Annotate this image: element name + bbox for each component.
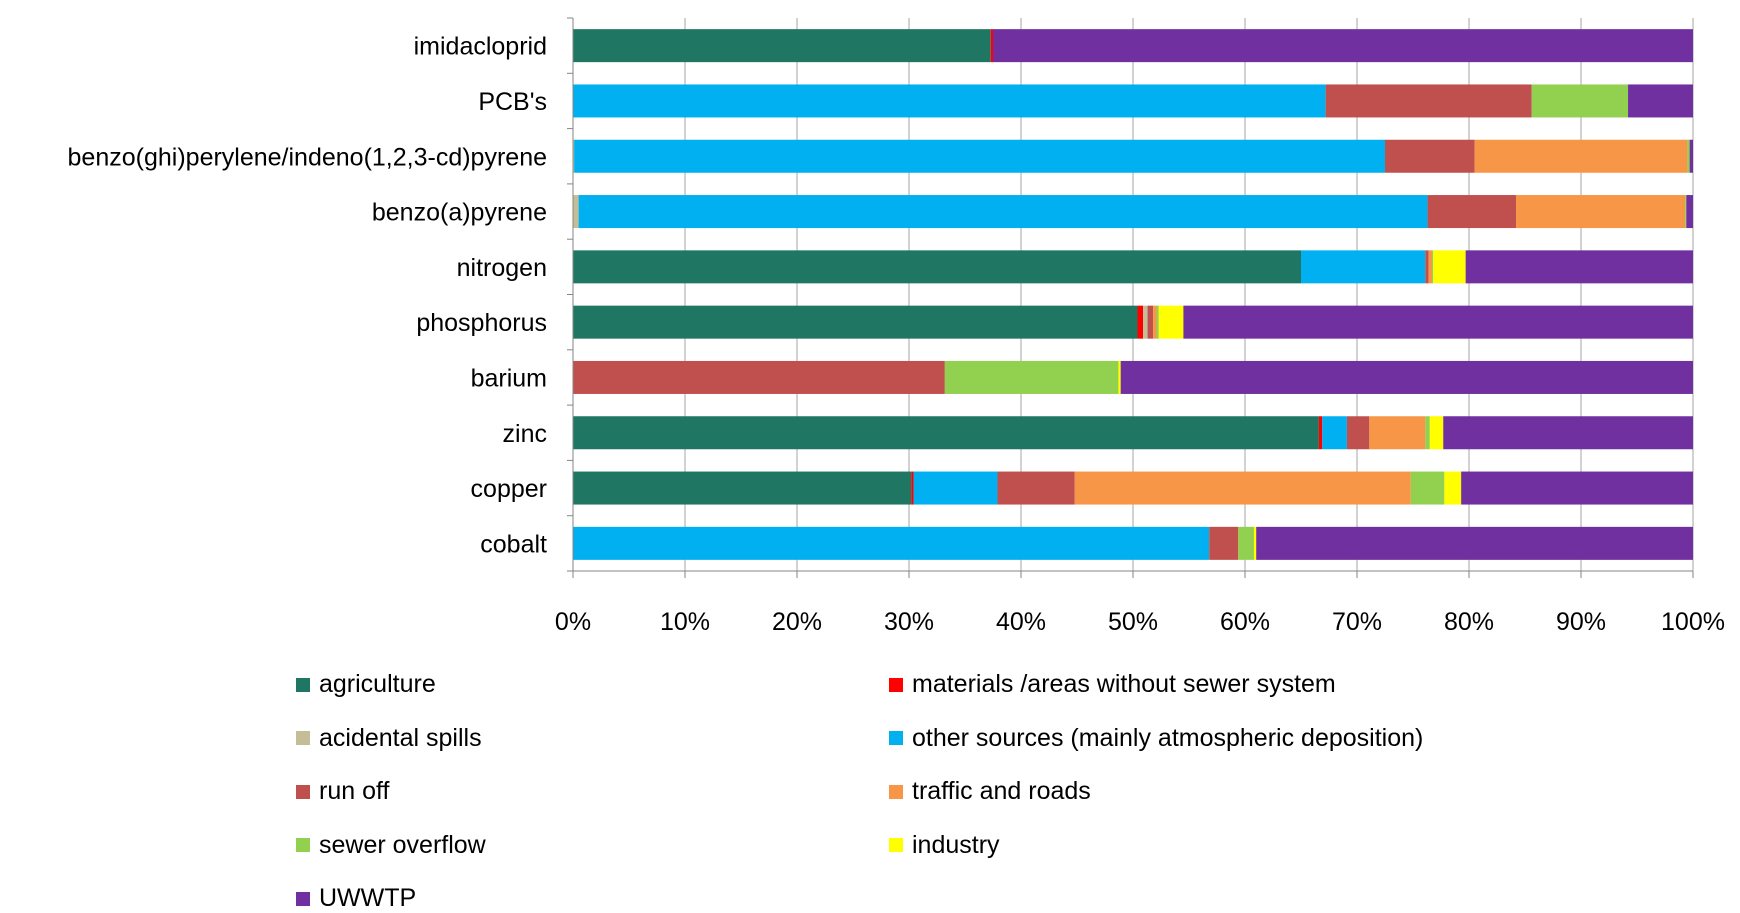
- x-tick-label: 10%: [660, 608, 710, 636]
- x-tick-label: 100%: [1661, 608, 1725, 636]
- bar-segment: [573, 29, 991, 63]
- bar-segment: [1687, 139, 1690, 173]
- bar-segment: [1444, 471, 1462, 505]
- bar-segment: [1120, 360, 1693, 394]
- bar-segment: [1143, 305, 1148, 339]
- x-tick-label: 0%: [555, 608, 591, 636]
- bar-segment: [1183, 305, 1693, 339]
- category-label: phosphorus: [416, 309, 547, 337]
- bars: [573, 29, 1693, 560]
- bar-segment: [573, 305, 1138, 339]
- x-tick-label: 20%: [772, 608, 822, 636]
- bar-segment: [1429, 416, 1444, 450]
- bar-segment: [990, 29, 993, 63]
- bar-segment: [1685, 195, 1687, 229]
- bar-segment: [1686, 195, 1693, 229]
- bar-segment: [1253, 526, 1257, 560]
- bar-segment: [573, 84, 1326, 118]
- category-label: copper: [471, 475, 547, 503]
- bar-segment: [1465, 250, 1693, 284]
- bar-segment: [1427, 195, 1517, 229]
- bar-segment: [578, 195, 1428, 229]
- bar-segment: [573, 526, 1210, 560]
- x-tick-label: 60%: [1220, 608, 1270, 636]
- bar-segment: [1147, 305, 1154, 339]
- bar-segment: [1118, 360, 1121, 394]
- bar-segment: [573, 139, 575, 173]
- bar-segment: [573, 250, 1301, 284]
- x-tick-label: 70%: [1332, 608, 1382, 636]
- category-label: nitrogen: [457, 254, 547, 282]
- category-label: cobalt: [480, 530, 547, 558]
- bar-segment: [911, 471, 914, 505]
- bar-segment: [1158, 305, 1184, 339]
- bar-segment: [1238, 526, 1254, 560]
- bar-segment: [1346, 416, 1370, 450]
- bar-segment: [574, 139, 1385, 173]
- x-tick-label: 50%: [1108, 608, 1158, 636]
- x-tick-label: 80%: [1444, 608, 1494, 636]
- bar-segment: [1432, 250, 1434, 284]
- bar-segment: [1428, 250, 1433, 284]
- category-labels: imidacloprid PCB's benzo(ghi)perylene/inde…: [68, 33, 548, 559]
- bar-segment: [1689, 139, 1693, 173]
- bar-segment: [944, 360, 1119, 394]
- bar-segment: [1369, 416, 1426, 450]
- x-tick-label: 30%: [884, 608, 934, 636]
- bar-segment: [1301, 250, 1426, 284]
- bar-segment: [1433, 250, 1466, 284]
- bar-segment: [1425, 416, 1430, 450]
- bar-segment: [1443, 416, 1693, 450]
- bar-segment: [1322, 416, 1347, 450]
- category-label: PCB's: [478, 88, 547, 116]
- axes: [567, 17, 1694, 578]
- x-tick-labels: 0% 10% 20% 30% 40% 50% 60% 70% 80% 90% 100%: [555, 608, 1725, 636]
- bar-segment: [913, 471, 998, 505]
- bar-segment: [1153, 305, 1157, 339]
- bar-segment: [1385, 139, 1475, 173]
- bar-segment: [1256, 526, 1693, 560]
- bar-segment: [573, 471, 912, 505]
- bar-segment: [1074, 471, 1411, 505]
- category-label: benzo(a)pyrene: [372, 199, 547, 227]
- bar-segment: [1325, 84, 1532, 118]
- bar-segment: [1461, 471, 1693, 505]
- bar-segment: [573, 360, 945, 394]
- bar-segment: [1474, 139, 1688, 173]
- bar-segment: [1137, 305, 1144, 339]
- category-label: imidacloprid: [414, 33, 547, 61]
- bar-segment: [573, 195, 579, 229]
- bar-segment: [573, 416, 1319, 450]
- bar-segment: [1318, 416, 1323, 450]
- bar-segment: [1531, 84, 1629, 118]
- bar-segment: [1516, 195, 1686, 229]
- category-label: zinc: [503, 420, 547, 448]
- bar-segment: [1209, 526, 1239, 560]
- bar-segment: [997, 471, 1075, 505]
- bar-segment: [1410, 471, 1445, 505]
- bar-segment: [1425, 250, 1429, 284]
- bar-segment: [993, 29, 1693, 63]
- x-tick-label: 90%: [1556, 608, 1606, 636]
- x-tick-label: 40%: [996, 608, 1046, 636]
- category-label: benzo(ghi)perylene/indeno(1,2,3-cd)pyren…: [68, 143, 547, 171]
- bar-segment: [1628, 84, 1693, 118]
- bar-segment: [1156, 305, 1159, 339]
- category-label: barium: [471, 364, 547, 392]
